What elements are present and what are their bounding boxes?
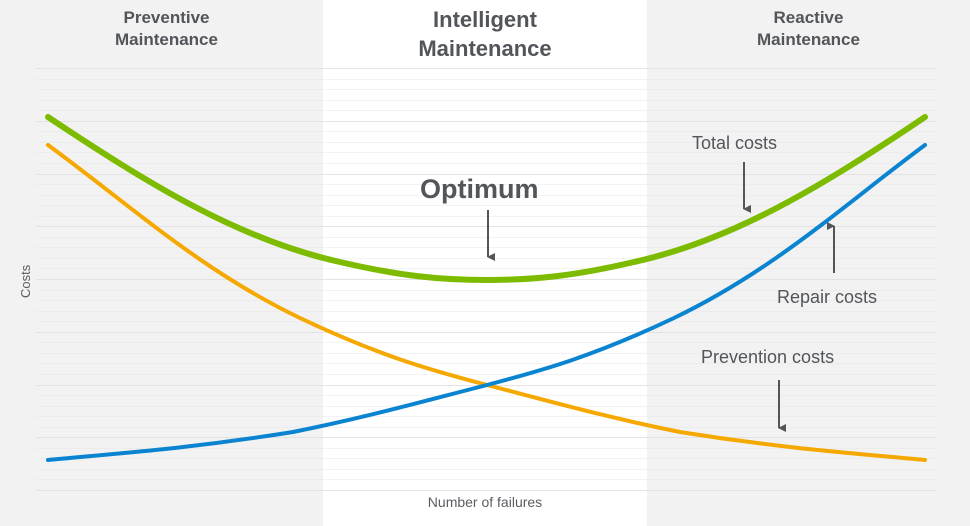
zone-reactive-background	[647, 0, 970, 526]
zone-title-line: Intelligent	[433, 7, 537, 32]
zone-title-line: Maintenance	[757, 29, 860, 49]
total-costs-curve	[45, 114, 928, 284]
optimum-label: Optimum	[420, 174, 539, 204]
repair-costs-label: Repair costs	[777, 287, 878, 307]
prevention-costs-label: Prevention costs	[701, 347, 835, 367]
zone-title-reactive: Reactive Maintenance	[647, 7, 970, 51]
zone-title-line: Preventive	[123, 8, 210, 27]
y-axis-label: Costs	[18, 264, 33, 298]
x-axis-label: Number of failures	[427, 494, 543, 510]
zone-title-preventive: Preventive Maintenance	[0, 7, 333, 51]
zone-intelligent-background	[323, 0, 647, 526]
total-costs-label: Total costs	[692, 133, 778, 153]
zone-title-line: Maintenance	[115, 29, 218, 49]
zone-preventive-background	[0, 0, 323, 526]
repair-costs-curve	[46, 143, 927, 462]
zone-title-line: Reactive	[773, 8, 844, 27]
zone-title-line: Maintenance	[418, 35, 552, 61]
zone-title-intelligent: Intelligent Maintenance	[323, 6, 647, 63]
